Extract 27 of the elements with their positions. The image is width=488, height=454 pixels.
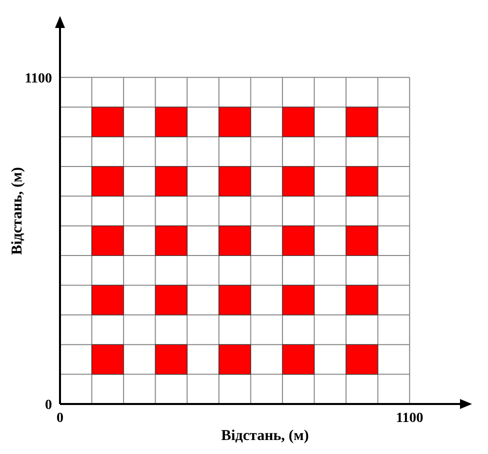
point <box>282 166 315 196</box>
point <box>346 226 378 256</box>
point <box>346 344 378 375</box>
point <box>91 166 124 196</box>
point <box>218 226 251 256</box>
point <box>218 106 251 138</box>
point <box>346 106 378 138</box>
point <box>218 284 251 316</box>
point <box>282 284 315 316</box>
point <box>282 226 315 256</box>
point <box>155 344 188 375</box>
point <box>218 166 251 196</box>
point <box>218 344 251 375</box>
point <box>282 106 315 138</box>
point <box>91 226 124 256</box>
y-axis-title: Відстань, (м) <box>9 167 26 255</box>
point <box>155 106 188 138</box>
point <box>91 284 124 316</box>
point <box>346 166 378 196</box>
point <box>91 344 124 375</box>
point <box>155 284 188 316</box>
point <box>155 226 188 256</box>
x-axis-title: Відстань, (м) <box>221 428 309 444</box>
point <box>155 166 188 196</box>
point <box>282 344 315 375</box>
point <box>91 106 124 138</box>
point <box>346 284 378 316</box>
